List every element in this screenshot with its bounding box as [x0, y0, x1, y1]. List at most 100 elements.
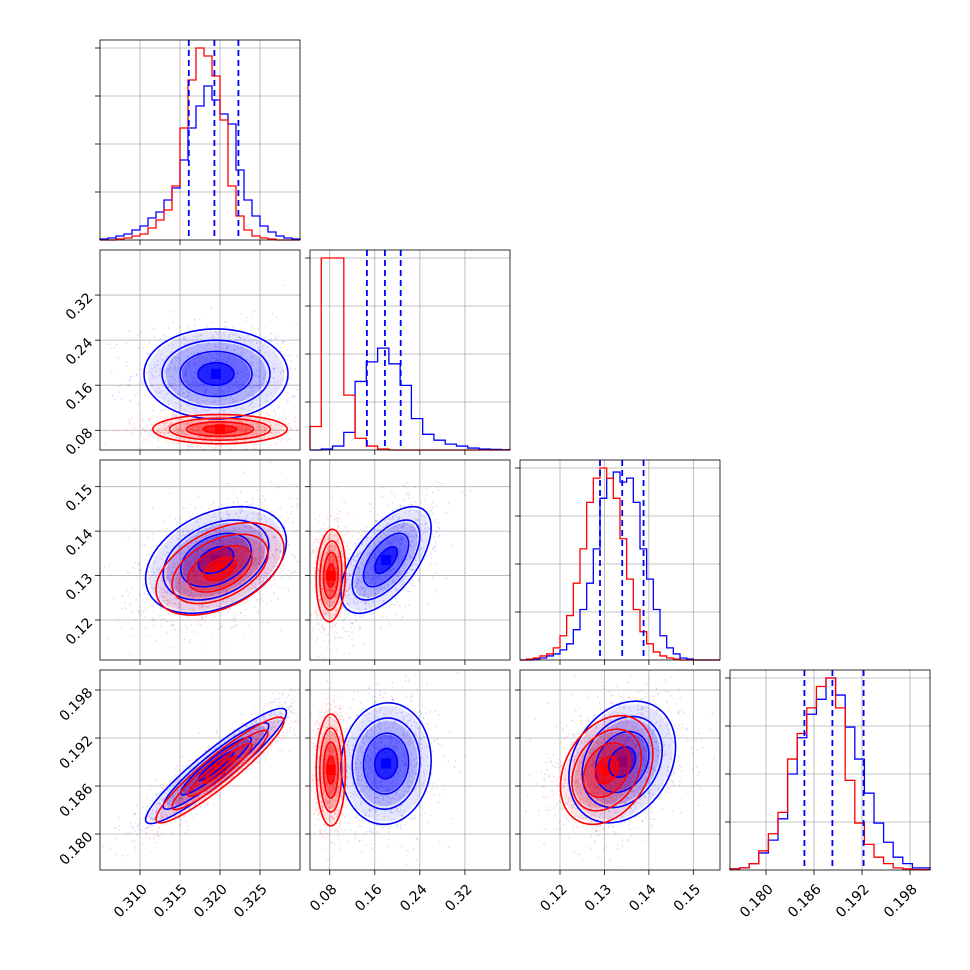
sample-point: [258, 387, 260, 390]
sample-point: [370, 613, 372, 615]
sample-point: [295, 354, 298, 357]
sample-point: [244, 636, 246, 639]
sample-point: [199, 333, 202, 336]
sample-point: [144, 601, 147, 604]
sample-point: [210, 637, 213, 639]
sample-point: [262, 577, 264, 579]
sample-point: [287, 392, 289, 394]
sample-point: [251, 442, 253, 445]
sample-point: [316, 638, 319, 640]
sample-point: [256, 425, 259, 427]
sample-point: [164, 440, 167, 443]
sample-point: [246, 427, 248, 430]
sample-point: [189, 427, 192, 430]
sample-point: [137, 333, 139, 336]
sample-point: [218, 531, 221, 534]
sample-point: [248, 405, 251, 407]
sample-point: [240, 429, 242, 432]
sample-point: [180, 553, 183, 556]
sample-point: [256, 437, 258, 440]
sample-point: [186, 365, 189, 368]
sample-point: [231, 537, 233, 540]
sample-point: [226, 482, 229, 485]
sample-point: [220, 396, 223, 399]
sample-point: [230, 432, 232, 435]
sample-point: [237, 531, 239, 533]
sample-point: [256, 425, 259, 428]
sample-point: [168, 442, 170, 445]
sample-point: [334, 637, 337, 640]
sample-point: [128, 420, 131, 422]
sample-point: [127, 536, 130, 539]
sample-point: [153, 619, 156, 622]
sample-point: [164, 426, 167, 429]
sample-point: [184, 374, 186, 377]
sample-point: [287, 423, 289, 426]
sample-point: [222, 527, 225, 530]
sample-point: [273, 367, 276, 370]
sample-point: [184, 434, 187, 437]
sample-point: [142, 583, 145, 586]
sample-point: [393, 603, 395, 606]
sample-point: [167, 425, 169, 427]
sample-point: [220, 605, 223, 608]
sample-point: [269, 424, 272, 427]
sample-point: [407, 590, 409, 593]
sample-point: [217, 591, 219, 594]
sample-point: [201, 356, 204, 359]
sample-point: [274, 355, 277, 357]
sample-point: [230, 535, 233, 538]
sample-point: [283, 370, 285, 372]
sample-point: [228, 345, 230, 348]
joint-panel-1-2: [95, 249, 301, 455]
sample-point: [365, 526, 368, 529]
sample-point: [229, 386, 232, 389]
sample-point: [420, 501, 423, 504]
sample-point: [261, 501, 263, 504]
sample-point: [140, 429, 143, 432]
sample-point: [287, 517, 290, 519]
sample-point: [238, 336, 241, 339]
sample-point: [431, 506, 434, 509]
sample-point: [193, 318, 196, 321]
sample-point: [185, 368, 188, 371]
sample-point: [395, 507, 398, 510]
sample-point: [147, 419, 150, 422]
sample-point: [125, 342, 127, 344]
sample-point: [254, 375, 256, 377]
sample-point: [276, 429, 279, 432]
sample-point: [226, 360, 229, 363]
sample-point: [340, 637, 343, 639]
sample-point: [239, 420, 242, 423]
sample-point: [182, 428, 184, 430]
sample-point: [252, 562, 255, 564]
sample-point: [247, 426, 250, 429]
sample-point: [317, 521, 320, 523]
sample-point: [260, 437, 263, 440]
sample-point: [239, 407, 242, 410]
sample-point: [187, 447, 190, 450]
sample-point: [445, 511, 448, 514]
sample-point: [157, 583, 160, 585]
sample-point: [150, 433, 153, 435]
sample-point: [238, 386, 241, 389]
sample-point: [403, 499, 406, 502]
sample-point: [431, 533, 434, 536]
sample-point: [170, 623, 173, 626]
sample-point: [351, 535, 354, 537]
sample-point: [434, 480, 437, 483]
sample-point: [251, 439, 254, 441]
sample-point: [434, 541, 437, 543]
sample-point: [236, 425, 239, 428]
sample-point: [244, 526, 247, 528]
sample-point: [170, 362, 173, 364]
sample-point: [165, 370, 167, 372]
sample-point: [198, 426, 201, 429]
sample-point: [261, 546, 264, 548]
sample-point: [229, 358, 232, 361]
sample-point: [131, 427, 134, 430]
sample-point: [194, 407, 197, 410]
sample-point: [169, 587, 171, 589]
sample-point: [159, 576, 161, 579]
sample-point: [165, 576, 168, 579]
